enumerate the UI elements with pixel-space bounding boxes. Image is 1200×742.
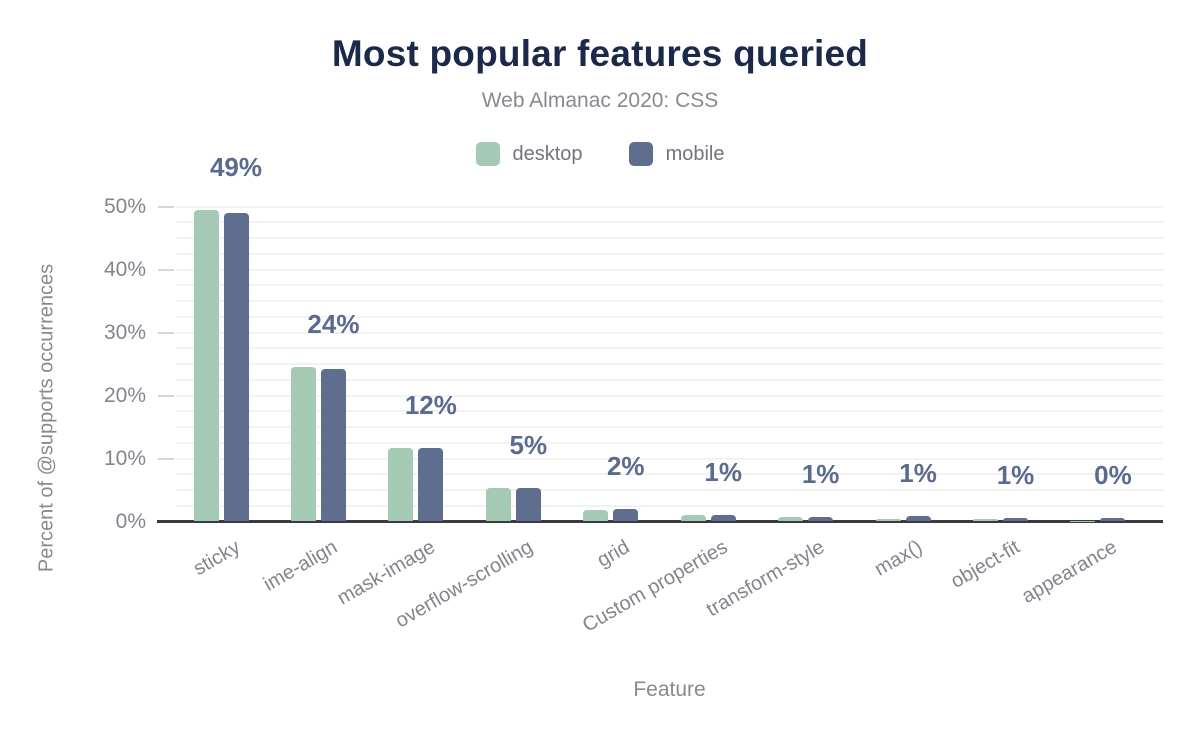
x-category-label-ime-align: ime-align: [260, 536, 342, 596]
x-axis-line: [157, 519, 1163, 523]
bar-desktop-overflow-scrolling[interactable]: [485, 488, 511, 522]
bar-mobile-custom-properties[interactable]: [710, 515, 736, 522]
legend-item-mobile[interactable]: mobile: [628, 142, 725, 166]
y-tick-mark: [158, 205, 174, 208]
legend-label-desktop: desktop: [512, 142, 583, 165]
gridline: [176, 284, 1163, 287]
gridline: [176, 441, 1163, 444]
bar-mobile-max[interactable]: [905, 516, 931, 522]
bar-value-label-sticky: 49%: [209, 151, 263, 182]
legend-item-desktop[interactable]: desktop: [475, 142, 583, 166]
y-tick-label: 0%: [115, 509, 146, 533]
gridline: [176, 237, 1163, 239]
bar-desktop-ime-align[interactable]: [290, 366, 316, 522]
legend-label-mobile: mobile: [665, 142, 725, 165]
x-category-label-object-fit: object-fit: [947, 536, 1024, 593]
bar-mobile-overflow-scrolling[interactable]: [515, 488, 541, 522]
x-category-label-max: max(): [870, 536, 927, 581]
gridline: [176, 221, 1163, 224]
y-tick-label: 30%: [103, 320, 146, 344]
bar-mobile-appearance[interactable]: [1100, 517, 1126, 522]
y-tick-mark: [158, 457, 174, 460]
chart-subtitle: Web Almanac 2020: CSS: [481, 89, 719, 112]
bar-value-label-transform-style: 1%: [801, 459, 840, 490]
chart-title: Most popular features queried: [331, 33, 869, 74]
gridline: [176, 489, 1163, 491]
gridline: [176, 205, 1163, 208]
y-tick-label: 40%: [103, 257, 146, 281]
bar-desktop-grid[interactable]: [583, 509, 609, 522]
bar-desktop-transform-style[interactable]: [778, 517, 804, 522]
bar-desktop-max[interactable]: [875, 518, 901, 522]
gridline: [176, 300, 1163, 302]
bar-mobile-ime-align[interactable]: [320, 369, 346, 522]
y-tick-mark: [158, 268, 174, 271]
gridline: [176, 473, 1163, 476]
bar-mobile-object-fit[interactable]: [1003, 518, 1029, 522]
gridline: [176, 331, 1163, 334]
bar-value-label-ime-align: 24%: [307, 308, 360, 339]
y-tick-label: 10%: [103, 446, 146, 470]
bar-desktop-sticky[interactable]: [193, 209, 219, 522]
gridline: [176, 410, 1163, 413]
y-tick-label: 50%: [103, 194, 146, 218]
desktop-series-swatch-icon: [475, 142, 500, 166]
bar-value-label-grid: 2%: [606, 450, 645, 481]
mobile-series-swatch-icon: [628, 142, 653, 166]
x-category-label-sticky: sticky: [189, 536, 244, 581]
gridline: [176, 252, 1163, 255]
y-tick-label: 20%: [103, 383, 146, 407]
bar-mobile-sticky[interactable]: [223, 213, 249, 522]
bar-desktop-custom-properties[interactable]: [680, 515, 706, 522]
gridline: [176, 504, 1163, 507]
gridline: [176, 315, 1163, 318]
bar-mobile-grid[interactable]: [613, 508, 639, 522]
gridline: [176, 347, 1163, 350]
bar-desktop-object-fit[interactable]: [973, 518, 999, 522]
gridline: [176, 426, 1163, 428]
gridline: [176, 457, 1163, 460]
gridline: [176, 268, 1163, 271]
gridline: [176, 363, 1163, 365]
bar-value-label-overflow-scrolling: 5%: [509, 430, 548, 461]
x-axis-title: Feature: [633, 678, 706, 701]
legend: desktop mobile: [0, 142, 1200, 166]
bar-desktop-mask-image[interactable]: [388, 448, 414, 522]
bar-value-label-max: 1%: [899, 458, 937, 489]
gridline: [176, 394, 1163, 397]
bar-mobile-mask-image[interactable]: [418, 448, 444, 522]
x-category-label-grid: grid: [593, 536, 634, 572]
bar-value-label-mask-image: 12%: [404, 390, 457, 421]
bar-value-label-object-fit: 1%: [996, 460, 1035, 491]
y-tick-mark: [158, 394, 174, 397]
x-category-label-appearance: appearance: [1018, 536, 1121, 608]
bar-desktop-appearance[interactable]: [1070, 520, 1096, 522]
bar-value-label-custom-properties: 1%: [704, 457, 742, 488]
bar-mobile-transform-style[interactable]: [808, 517, 834, 522]
y-tick-mark: [158, 331, 174, 334]
bar-value-label-appearance: 0%: [1094, 459, 1132, 490]
gridline: [176, 378, 1163, 381]
